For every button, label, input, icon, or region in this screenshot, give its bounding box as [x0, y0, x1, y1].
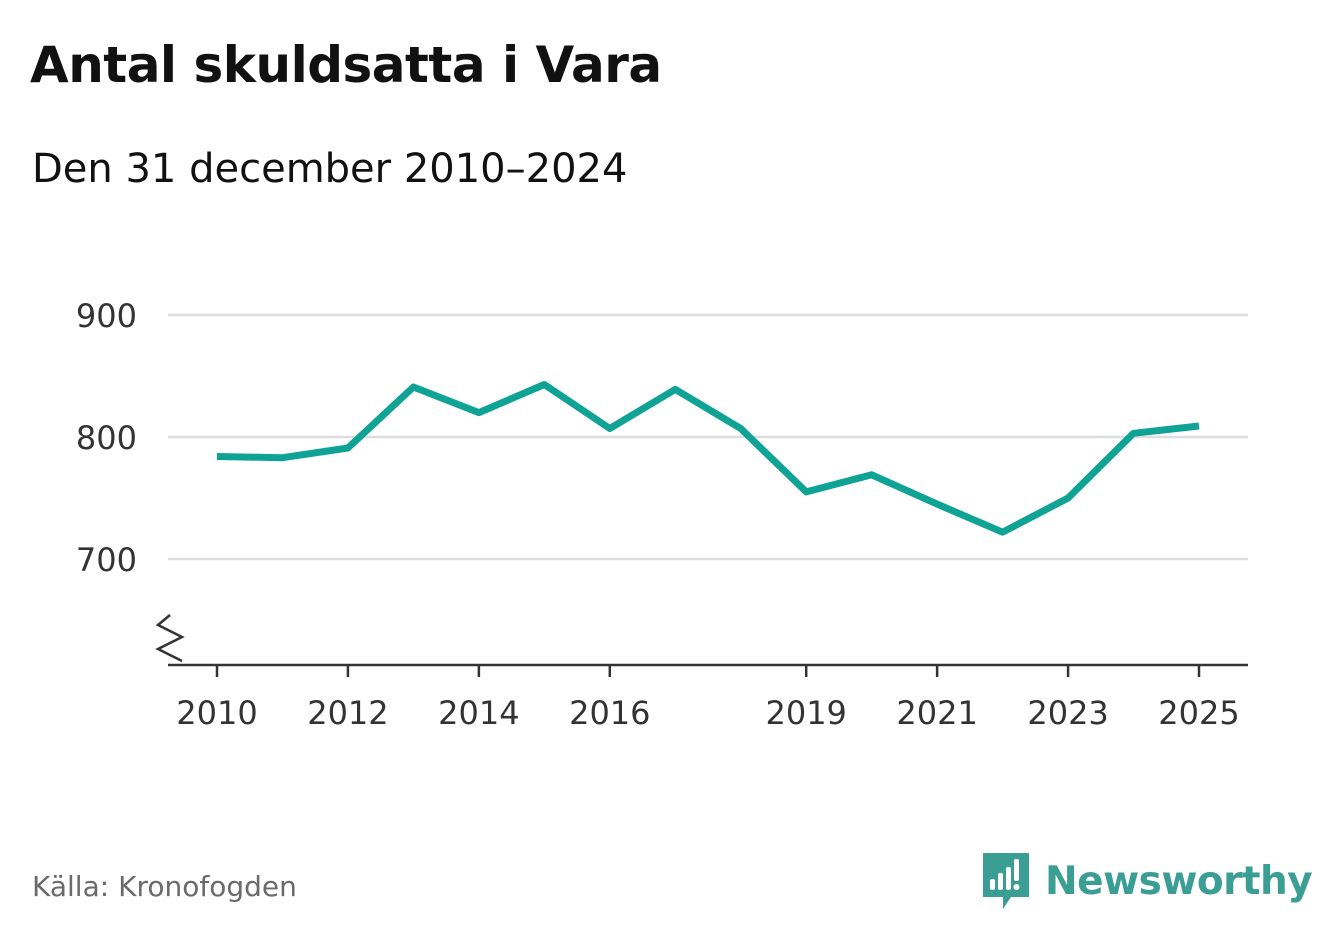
chart-title: Antal skuldsatta i Vara [30, 36, 662, 94]
x-tick-label-2010: 2010 [176, 694, 257, 732]
x-tick-label-2021: 2021 [896, 694, 977, 732]
x-tick-label-2014: 2014 [438, 694, 519, 732]
source-note: Källa: Kronofogden [32, 870, 297, 903]
y-tick-label-800: 800 [76, 419, 137, 457]
x-tick-label-2025: 2025 [1158, 694, 1239, 732]
series-line-0 [216, 381, 1200, 536]
axis-break-mark [155, 614, 185, 663]
x-tick-label-2019: 2019 [765, 694, 846, 732]
brand-logo: Newsworthy [981, 851, 1313, 911]
x-tick-label-2016: 2016 [569, 694, 650, 732]
x-tick-label-2012: 2012 [307, 694, 388, 732]
brand-name: Newsworthy [1045, 858, 1313, 904]
y-tick-label-700: 700 [76, 541, 137, 579]
chart-subtitle: Den 31 december 2010–2024 [32, 146, 628, 192]
x-tick-label-2023: 2023 [1027, 694, 1108, 732]
newsworthy-logo-icon [983, 853, 1029, 909]
y-tick-label-900: 900 [76, 297, 137, 335]
